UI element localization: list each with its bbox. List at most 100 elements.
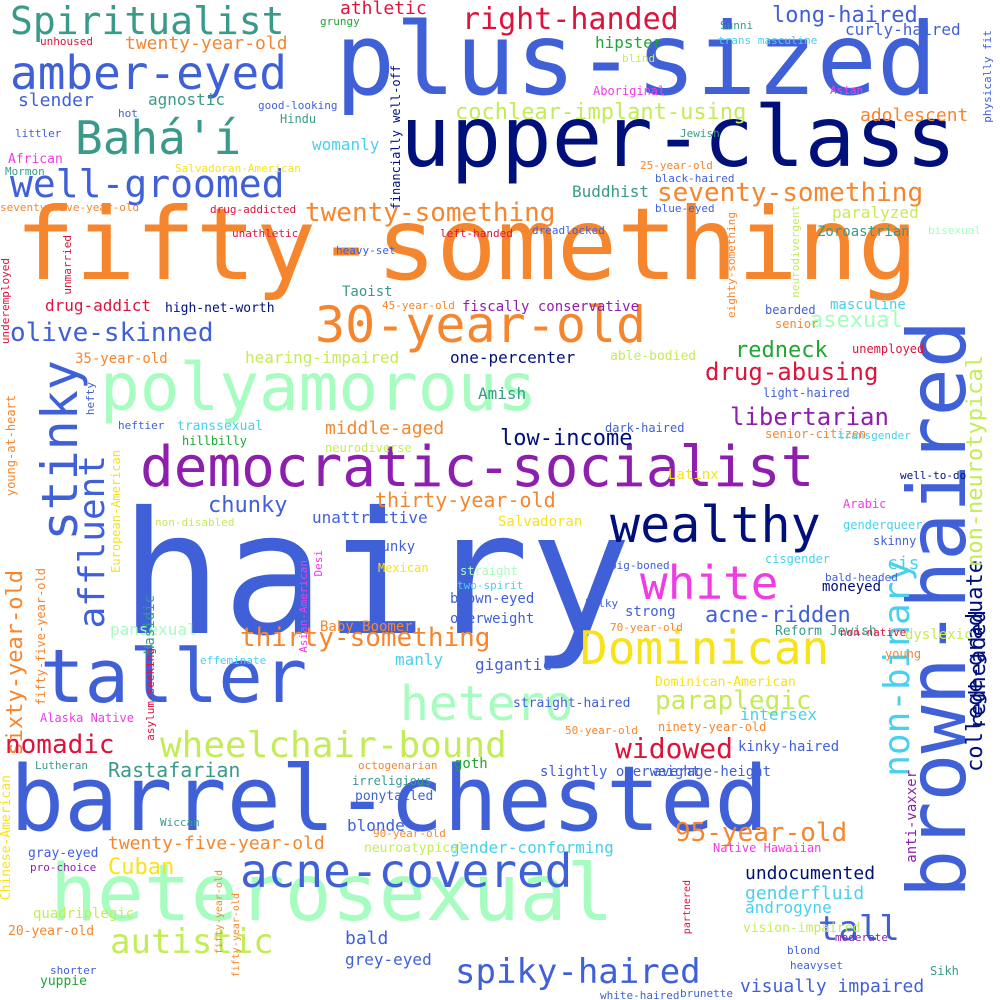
word-skinny: skinny xyxy=(873,534,917,548)
word-non-binary: non-binary xyxy=(877,560,918,777)
word-thirty-year-old: thirty-year-old xyxy=(375,488,556,512)
word-littler: littler xyxy=(15,127,62,140)
word-moderate: moderate xyxy=(835,931,888,944)
word-buddhist: Buddhist xyxy=(572,182,650,201)
word-salvadoran-american: Salvadoran-American xyxy=(175,162,301,175)
word-ponytailed: ponytailed xyxy=(355,789,434,804)
word-manly: manly xyxy=(395,650,444,669)
word-two-spirit: two-spirit xyxy=(457,579,524,592)
word-shorter: shorter xyxy=(50,964,97,977)
word-effeminate: effeminate xyxy=(200,654,267,667)
word-fifty-year-old: fifty-year-old xyxy=(231,893,242,978)
word-asian: Asian xyxy=(830,84,864,97)
word-middle-aged: middle-aged xyxy=(325,418,445,439)
word-95-year-old: 95-year-old xyxy=(675,818,848,848)
word-50-year-old: 50-year-old xyxy=(565,724,638,737)
word-twenty-year-old: twenty-year-old xyxy=(125,33,288,54)
word-dominican-american: Dominican-American xyxy=(655,675,796,690)
word-strong: strong xyxy=(625,604,676,620)
word-twenty-five-year-old: twenty-five-year-old xyxy=(108,833,325,854)
word-dreadlocked: dreadlocked xyxy=(532,224,605,237)
word-35-year-old: 35-year-old xyxy=(75,351,168,367)
word-hot: hot xyxy=(118,107,138,120)
word-intersex: intersex xyxy=(740,705,818,724)
word-alaska-native: Alaska Native xyxy=(40,711,134,725)
word-chunky: chunky xyxy=(208,493,288,518)
word-overweight: overweight xyxy=(450,611,535,627)
word-average-height: average-height xyxy=(653,764,772,780)
word-bearded: bearded xyxy=(765,303,816,317)
word-brunette: brunette xyxy=(680,987,733,1000)
word-african: African xyxy=(8,152,63,167)
word-cochlear-implant-using: cochlear-implant-using xyxy=(455,100,747,125)
word-hairy: hairy xyxy=(120,476,632,674)
word-20-year-old: 20-year-old xyxy=(8,924,95,939)
word-seventy-something: seventy-something xyxy=(657,178,924,208)
word-blonde: blonde xyxy=(347,816,405,835)
word-senior: senior xyxy=(775,317,819,331)
word-well-to-do: well-to-do xyxy=(900,469,967,482)
word-non-neurotypical: non-neurotypical xyxy=(963,355,988,567)
word-widowed: widowed xyxy=(615,732,734,765)
word-bah: Bahá'í xyxy=(75,111,242,165)
word-one-percenter: one-percenter xyxy=(450,348,576,367)
word-hillbilly: hillbilly xyxy=(182,434,248,448)
word-trans-masculine: trans masculine xyxy=(718,34,818,47)
word-grungy: grungy xyxy=(320,15,360,28)
word-seventy-five-year-old: seventy-five-year-old xyxy=(0,201,140,214)
word-moneyed: moneyed xyxy=(822,579,882,595)
word-olive-skinned: olive-skinned xyxy=(10,318,214,348)
word-eighty-something: eighty-something xyxy=(725,212,738,318)
word-mexican: Mexican xyxy=(378,561,429,575)
word-curly-haired: curly-haired xyxy=(845,20,961,39)
word-masculine: masculine xyxy=(830,297,906,313)
word-fifty-five-year-old: fifty-five-year-old xyxy=(34,568,48,706)
word-financially-well-off: financially well-off xyxy=(389,65,403,210)
word-amish: Amish xyxy=(478,384,527,403)
word-able-bodied: able-bodied xyxy=(610,349,697,364)
word-genderqueer: genderqueer xyxy=(843,518,923,532)
word-light-haired: light-haired xyxy=(763,386,850,400)
word-upper-class: upper-class xyxy=(400,88,957,186)
word-bisexual: bisexual xyxy=(928,224,981,237)
word-affluent: affluent xyxy=(72,455,113,629)
word-autistic: autistic xyxy=(110,922,274,962)
word-paralyzed: paralyzed xyxy=(832,203,919,222)
word-acne-ridden: acne-ridden xyxy=(705,603,851,628)
word-non-disabled: non-disabled xyxy=(155,516,235,529)
word-black-haired: black-haired xyxy=(655,172,735,185)
word-unathletic: unathletic xyxy=(232,227,299,240)
word-barrel-chested: barrel-chested xyxy=(10,747,769,852)
word-unhoused: unhoused xyxy=(40,35,93,48)
word-neurodivergent: neurodivergent xyxy=(789,205,802,298)
word-zoroastrian: Zoroastrian xyxy=(817,224,910,240)
word-long-haired: long-haired xyxy=(772,3,918,28)
word-grey-eyed: grey-eyed xyxy=(345,950,432,969)
word-adolescent: adolescent xyxy=(860,105,969,126)
word-arabic: Arabic xyxy=(843,497,887,511)
word-baby-boomer: Baby Boomer xyxy=(320,619,413,635)
word-goth: goth xyxy=(454,756,488,772)
word-reform-jewish: Reform Jewish xyxy=(775,624,877,639)
word-transgender: transgender xyxy=(838,429,911,442)
word-right-handed: right-handed xyxy=(462,2,679,37)
word-hefty: hefty xyxy=(84,382,97,416)
word-mormon: Mormon xyxy=(5,165,45,178)
word-jewish: Jewish xyxy=(680,127,720,140)
word-blond: blond xyxy=(787,944,821,957)
word-sunni: Sunni xyxy=(720,19,754,32)
word-androgyne: androgyne xyxy=(745,898,832,917)
word-asian-american: Asian-American xyxy=(297,560,310,653)
word-plus-sized: plus-sized xyxy=(335,1,938,118)
word-cisgender: cisgender xyxy=(765,552,831,566)
word-sikh: Sikh xyxy=(930,964,959,978)
word-anti-vaxxer: anti-vaxxer xyxy=(904,770,920,863)
word-spiky-haired: spiky-haired xyxy=(455,952,701,992)
word-young-at-heart: young-at-heart xyxy=(4,395,18,497)
word-hipster: hipster xyxy=(595,33,663,52)
word-spiritualist: Spiritualist xyxy=(10,0,285,43)
word-asexual: asexual xyxy=(810,308,903,333)
word-senior-citizen: senior-citizen xyxy=(765,427,867,441)
word-well-groomed: well-groomed xyxy=(10,162,285,206)
word-twenty-something: twenty-something xyxy=(305,198,556,228)
